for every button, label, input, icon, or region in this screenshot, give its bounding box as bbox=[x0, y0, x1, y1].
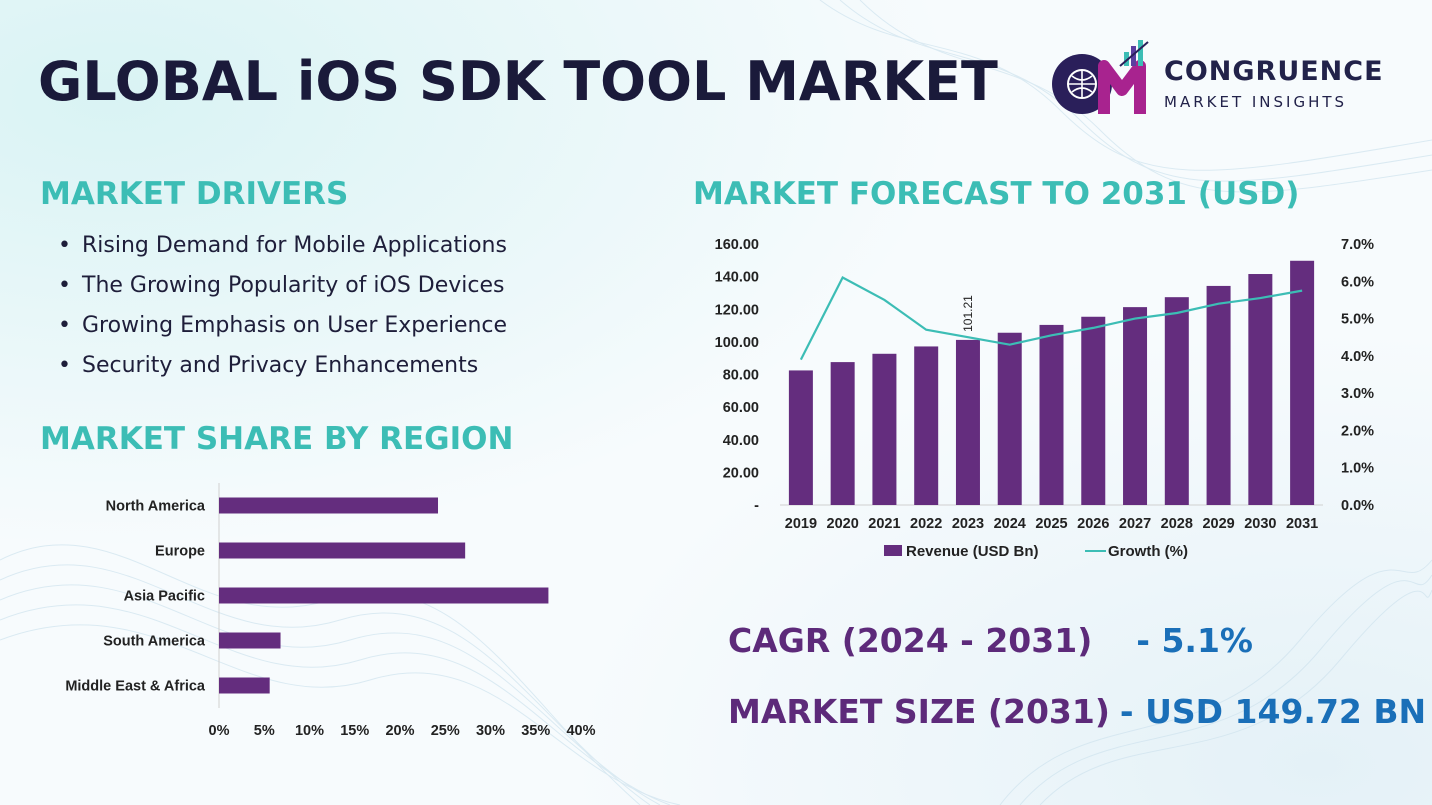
bar bbox=[997, 332, 1022, 505]
x-tick-label: 2022 bbox=[910, 516, 942, 532]
y2-tick-label: 5.0% bbox=[1341, 312, 1374, 328]
x-tick-label: 2021 bbox=[868, 516, 900, 532]
y-tick-label: 40.00 bbox=[723, 433, 759, 449]
bar bbox=[1081, 316, 1106, 505]
legend-swatch-revenue bbox=[884, 545, 902, 556]
y-tick-label: 140.00 bbox=[715, 270, 759, 286]
category-label: Middle East & Africa bbox=[65, 679, 206, 695]
y2-tick-label: 4.0% bbox=[1341, 349, 1374, 365]
x-tick-label: 35% bbox=[521, 723, 550, 739]
x-tick-label: 2030 bbox=[1244, 516, 1276, 532]
x-tick-label: 2023 bbox=[952, 516, 984, 532]
driver-text: The Growing Popularity of iOS Devices bbox=[82, 273, 505, 298]
bar bbox=[1290, 260, 1315, 505]
y2-tick-label: 6.0% bbox=[1341, 274, 1374, 290]
y-tick-label: - bbox=[754, 498, 759, 514]
y-tick-label: 160.00 bbox=[715, 237, 759, 253]
list-item: • Growing Emphasis on User Experience bbox=[58, 308, 507, 348]
x-tick-label: 2024 bbox=[994, 516, 1026, 532]
cagr-label: CAGR (2024 - 2031) bbox=[728, 621, 1093, 660]
bar bbox=[914, 346, 939, 505]
category-label: South America bbox=[103, 634, 206, 650]
bar bbox=[830, 362, 855, 505]
x-tick-label: 25% bbox=[431, 723, 460, 739]
x-tick-label: 15% bbox=[340, 723, 369, 739]
drivers-list: • Rising Demand for Mobile Applications •… bbox=[58, 228, 507, 388]
x-tick-label: 2026 bbox=[1077, 516, 1109, 532]
bar bbox=[1039, 324, 1064, 505]
bar bbox=[219, 497, 439, 514]
y2-tick-label: 1.0% bbox=[1341, 461, 1374, 477]
driver-text: Growing Emphasis on User Experience bbox=[82, 313, 508, 338]
bar bbox=[872, 353, 897, 505]
list-item: • Rising Demand for Mobile Applications bbox=[58, 228, 507, 268]
bar bbox=[788, 370, 813, 505]
market-size-value: - USD 149.72 BN bbox=[1119, 692, 1427, 731]
bar bbox=[219, 632, 281, 649]
y2-tick-label: 7.0% bbox=[1341, 237, 1374, 253]
data-label: 101.21 bbox=[961, 295, 975, 332]
legend-label-growth: Growth (%) bbox=[1108, 543, 1188, 560]
x-tick-label: 2020 bbox=[827, 516, 859, 532]
x-tick-label: 2031 bbox=[1286, 516, 1318, 532]
bar bbox=[219, 677, 270, 694]
bar bbox=[1248, 274, 1273, 505]
market-size-label: MARKET SIZE (2031) bbox=[728, 692, 1110, 731]
bullet-icon: • bbox=[58, 233, 71, 258]
bar bbox=[955, 339, 980, 505]
x-tick-label: 2027 bbox=[1119, 516, 1151, 532]
y-tick-label: 60.00 bbox=[723, 400, 759, 416]
x-tick-label: 20% bbox=[385, 723, 414, 739]
logo-subtitle: MARKET INSIGHTS bbox=[1164, 93, 1348, 111]
market-size-kpi: MARKET SIZE (2031) - USD 149.72 BN bbox=[728, 692, 1426, 731]
forecast-heading: MARKET FORECAST TO 2031 (USD) bbox=[693, 176, 1300, 212]
legend-label-revenue: Revenue (USD Bn) bbox=[906, 543, 1039, 560]
y2-tick-label: 3.0% bbox=[1341, 386, 1374, 402]
drivers-heading: MARKET DRIVERS bbox=[40, 176, 349, 212]
page-title: GLOBAL iOS SDK TOOL MARKET bbox=[38, 50, 998, 113]
x-tick-label: 30% bbox=[476, 723, 505, 739]
x-tick-label: 5% bbox=[254, 723, 275, 739]
x-tick-label: 2019 bbox=[785, 516, 817, 532]
bar bbox=[1164, 297, 1189, 505]
logo-mark bbox=[1052, 40, 1149, 114]
y-tick-label: 120.00 bbox=[715, 302, 759, 318]
bullet-icon: • bbox=[58, 273, 71, 298]
category-label: North America bbox=[106, 499, 206, 515]
bullet-icon: • bbox=[58, 353, 71, 378]
list-item: • The Growing Popularity of iOS Devices bbox=[58, 268, 507, 308]
x-tick-label: 2029 bbox=[1202, 516, 1234, 532]
bullet-icon: • bbox=[58, 313, 71, 338]
driver-text: Security and Privacy Enhancements bbox=[82, 353, 479, 378]
x-tick-label: 2028 bbox=[1161, 516, 1193, 532]
list-item: • Security and Privacy Enhancements bbox=[58, 348, 507, 388]
x-tick-label: 2025 bbox=[1035, 516, 1067, 532]
category-label: Asia Pacific bbox=[124, 589, 205, 605]
x-tick-label: 10% bbox=[295, 723, 324, 739]
y-tick-label: 100.00 bbox=[715, 335, 759, 351]
bar bbox=[219, 587, 549, 604]
driver-text: Rising Demand for Mobile Applications bbox=[82, 233, 507, 258]
logo-name: CONGRUENCE bbox=[1164, 56, 1384, 87]
x-tick-label: 40% bbox=[566, 723, 595, 739]
y-tick-label: 80.00 bbox=[723, 368, 759, 384]
region-heading: MARKET SHARE BY REGION bbox=[40, 421, 514, 457]
category-label: Europe bbox=[155, 544, 205, 560]
bar bbox=[1123, 307, 1148, 505]
x-tick-label: 0% bbox=[209, 723, 230, 739]
y2-tick-label: 0.0% bbox=[1341, 498, 1374, 514]
bar bbox=[219, 542, 466, 559]
y2-tick-label: 2.0% bbox=[1341, 423, 1374, 439]
company-logo: CONGRUENCE MARKET INSIGHTS bbox=[1044, 40, 1404, 120]
cagr-value: - 5.1% bbox=[1136, 621, 1253, 660]
y-tick-label: 20.00 bbox=[723, 465, 759, 481]
cagr-kpi: CAGR (2024 - 2031) - 5.1% bbox=[728, 621, 1253, 660]
bar bbox=[1206, 285, 1231, 505]
